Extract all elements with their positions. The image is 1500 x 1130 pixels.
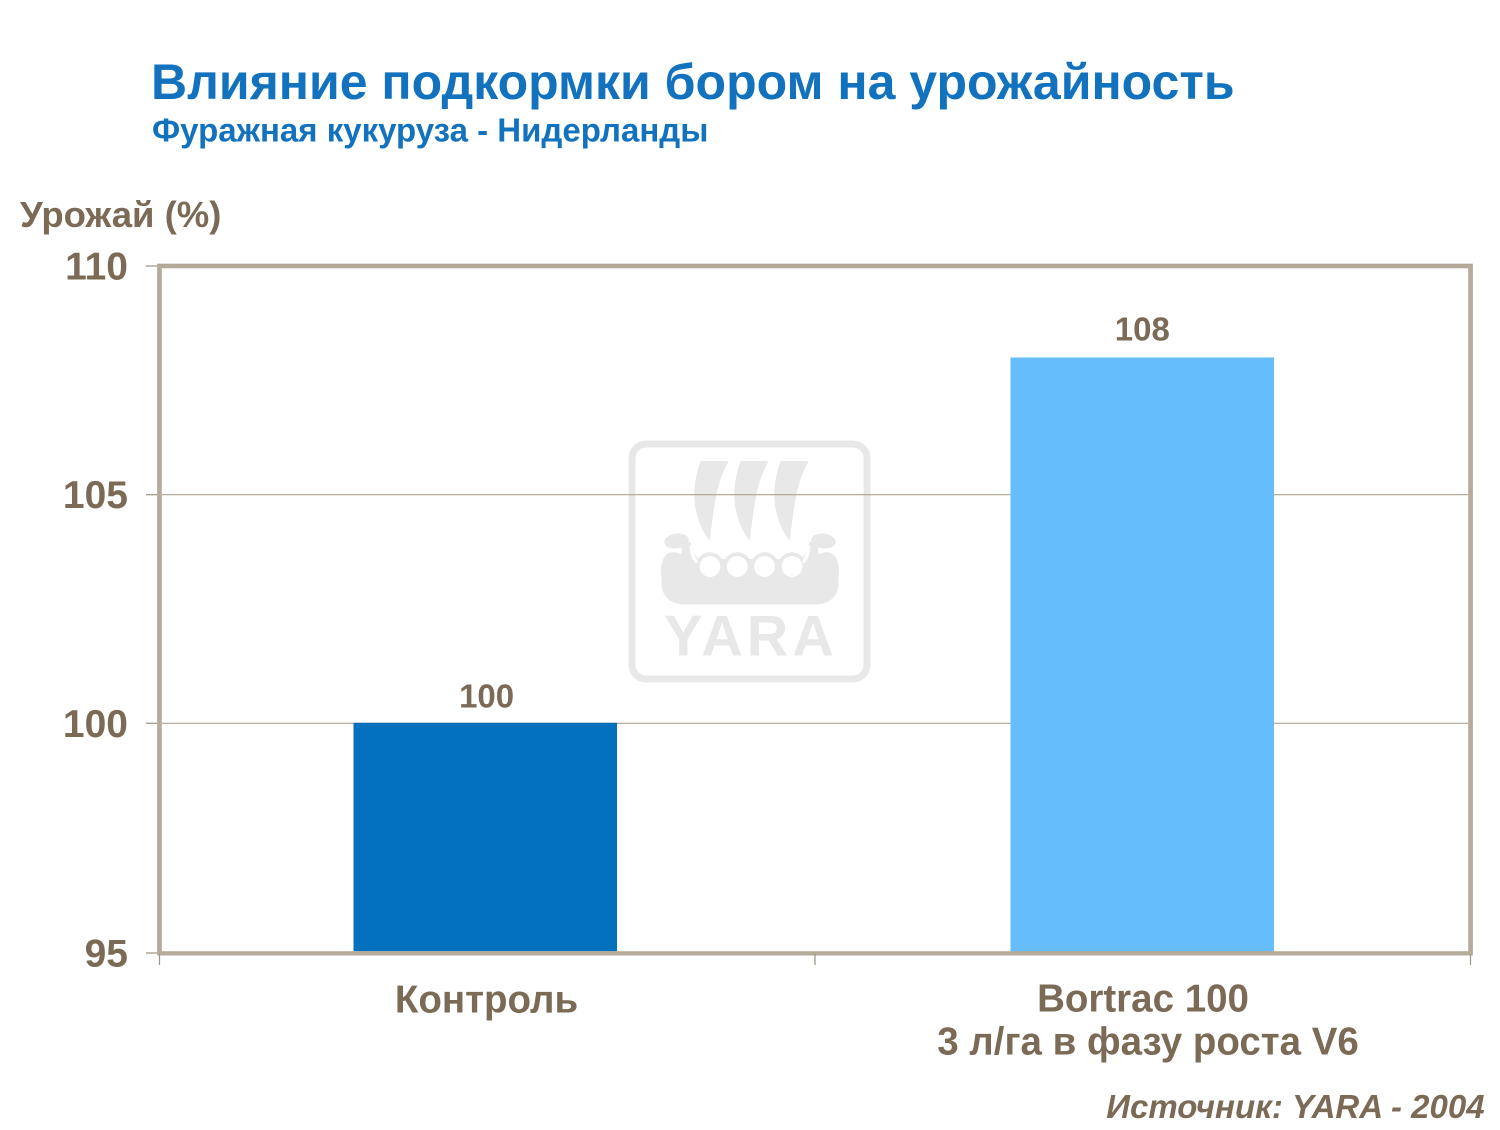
svg-text:Влияние подкормки бором на уро: Влияние подкормки бором на урожайность: [151, 54, 1235, 110]
svg-text:100: 100: [459, 677, 514, 714]
svg-text:Bortrac 100: Bortrac 100: [1037, 978, 1249, 1021]
svg-text:3 л/га в фазу роста V6: 3 л/га в фазу роста V6: [937, 1020, 1359, 1063]
svg-text:YARA: YARA: [664, 605, 838, 669]
svg-text:105: 105: [63, 474, 128, 517]
svg-text:Источник: YARA - 2004: Источник: YARA - 2004: [1106, 1088, 1484, 1125]
svg-text:Урожай (%): Урожай (%): [20, 194, 221, 235]
svg-text:95: 95: [85, 933, 128, 976]
svg-text:100: 100: [63, 703, 128, 746]
svg-text:Фуражная кукуруза - Нидерланд: Фуражная кукуруза - Нидерланды: [152, 112, 708, 149]
svg-text:Контроль: Контроль: [395, 979, 578, 1022]
svg-text:110: 110: [65, 246, 128, 289]
svg-text:108: 108: [1115, 311, 1170, 348]
